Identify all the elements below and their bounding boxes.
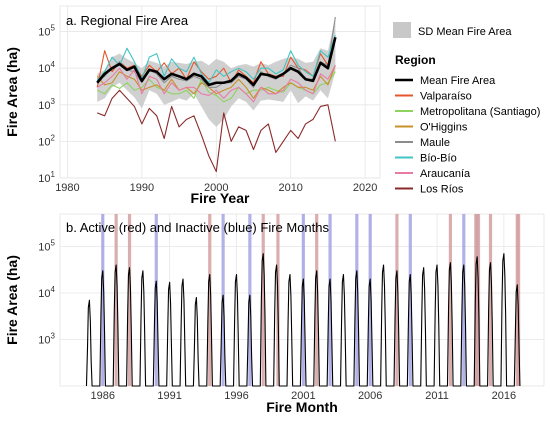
panel-a-series [96, 16, 337, 173]
x-tick-label: 1996 [224, 390, 248, 402]
panel-b-ylabel: Fire Area (ha) [4, 255, 20, 345]
inactive-month-band [154, 214, 158, 386]
x-tick-label: 2016 [492, 390, 516, 402]
legend-label: Bío-Bío [420, 153, 457, 165]
y-tick-label: 104 [38, 285, 55, 300]
sd-band-area [97, 17, 336, 127]
series-line-o-higgins [96, 65, 336, 99]
y-tick-label: 101 [38, 170, 55, 185]
active-month-band [315, 214, 319, 386]
panel-b-series [85, 253, 521, 387]
legend-title: Region [395, 53, 436, 67]
panel-a-xlabel: Fire Year [191, 190, 250, 206]
y-tick-label: 102 [38, 133, 55, 148]
active-month-band [395, 214, 399, 386]
legend-label: Maule [420, 137, 450, 149]
inactive-month-band [408, 214, 412, 386]
x-tick-label: 2011 [425, 390, 449, 402]
legend-label: Metropolitana (Santiago) [420, 106, 540, 118]
inactive-month-band [368, 214, 372, 386]
legend: SD Mean Fire Area Region Mean Fire Area V… [393, 22, 540, 196]
x-tick-label: 1990 [130, 182, 154, 194]
inactive-month-band [462, 214, 466, 386]
legend-label: Mean Fire Area [420, 75, 496, 87]
x-tick-label: 2006 [358, 390, 382, 402]
legend-label: Araucanía [420, 168, 471, 180]
series-line-maule [97, 16, 336, 88]
legend-items: Mean Fire Area Valparaíso Metropolitana (S… [395, 75, 540, 196]
y-tick-label: 105 [38, 239, 55, 254]
inactive-month-band [101, 214, 105, 386]
legend-label: Los Ríos [420, 184, 464, 196]
x-tick-label: 1986 [91, 390, 115, 402]
sd-band [97, 17, 336, 127]
panel-b-xlabel: Fire Month [266, 399, 338, 415]
y-tick-label: 103 [38, 332, 55, 347]
y-tick-label: 104 [38, 60, 55, 75]
panel-b-title: b. Active (red) and Inactive (blue) Fire… [66, 220, 330, 235]
x-tick-label: 1991 [157, 390, 181, 402]
active-month-band [127, 214, 132, 386]
series-line-los-r-os [97, 89, 336, 173]
legend-label: Valparaíso [420, 91, 472, 103]
x-tick-label: 2000 [204, 182, 228, 194]
active-month-band [208, 214, 212, 386]
x-tick-label: 2010 [278, 182, 302, 194]
x-tick-label: 2020 [353, 182, 377, 194]
panel-a-ticks: 1980 1990 2000 2010 2020 101 102 103 104 105 [38, 24, 377, 194]
x-tick-label: 1980 [55, 182, 79, 194]
active-month-band [488, 214, 493, 386]
panel-b-ticks: 1986 1991 1996 2001 2006 2011 2016 103 104 105 [38, 239, 516, 402]
active-month-band [448, 214, 453, 386]
series-line-b-o-b-o [96, 34, 336, 84]
series-line-mean-fire-area [96, 36, 337, 87]
panel-b: 1986 1991 1996 2001 2006 2011 2016 103 104 105 b.… [4, 213, 545, 415]
inactive-month-band [328, 214, 332, 386]
active-month-band [516, 214, 521, 386]
panel-a-title: a. Regional Fire Area [66, 13, 189, 28]
series-line-araucan-a [96, 65, 336, 103]
x-tick-label: 2001 [291, 390, 315, 402]
inactive-month-band [355, 214, 359, 386]
active-month-band [261, 214, 265, 386]
inactive-month-band [301, 214, 305, 386]
legend-label: O'Higgins [420, 122, 468, 134]
monthly-fire-area-line [85, 253, 521, 387]
legend-sd-label: SD Mean Fire Area [418, 26, 512, 38]
y-tick-label: 105 [38, 24, 55, 39]
legend-sd-swatch [393, 22, 411, 38]
active-month-band [114, 214, 118, 386]
panel-a-ylabel: Fire Area (ha) [4, 47, 20, 137]
y-tick-label: 103 [38, 97, 55, 112]
panel-a: 1980 1990 2000 2010 2020 101 102 103 104 105 a. R… [4, 5, 381, 206]
